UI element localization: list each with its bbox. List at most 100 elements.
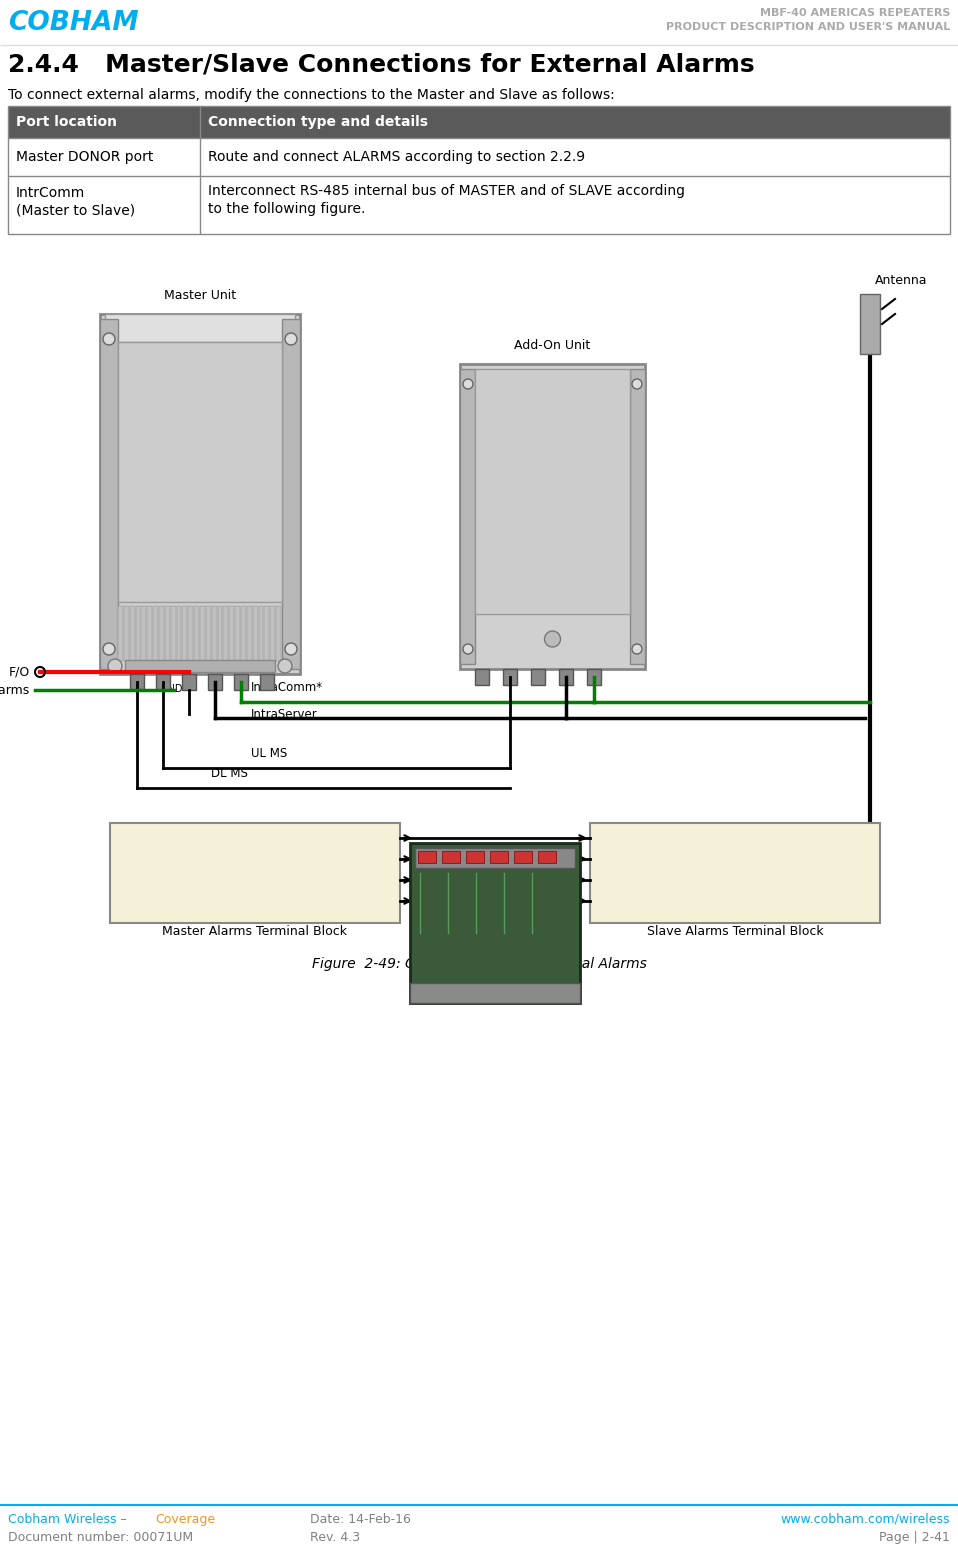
Circle shape: [463, 644, 473, 653]
Text: Coverage: Coverage: [155, 1513, 216, 1525]
Circle shape: [278, 660, 292, 674]
Bar: [171, 606, 175, 661]
Bar: [217, 606, 222, 661]
Bar: [270, 606, 275, 661]
Text: Add-On Unit: Add-On Unit: [514, 339, 591, 352]
Circle shape: [632, 378, 642, 389]
Bar: [176, 606, 181, 661]
Text: Cobham Wireless –: Cobham Wireless –: [8, 1513, 130, 1525]
Bar: [475, 669, 489, 685]
Bar: [189, 606, 194, 661]
Circle shape: [632, 644, 642, 653]
Bar: [587, 669, 601, 685]
Bar: [100, 314, 300, 674]
Bar: [125, 660, 275, 672]
Text: 18: 18: [602, 894, 617, 908]
Bar: [460, 369, 475, 664]
Circle shape: [103, 642, 115, 655]
Bar: [460, 364, 645, 669]
Bar: [475, 369, 630, 614]
Bar: [415, 849, 575, 867]
Text: RS-485 RX+: RS-485 RX+: [635, 852, 710, 866]
Text: GND: GND: [161, 685, 183, 694]
Text: RS-485 TX+: RS-485 TX+: [635, 894, 710, 908]
Bar: [124, 606, 128, 661]
Text: Rev. 4.3: Rev. 4.3: [310, 1532, 360, 1544]
Bar: [229, 606, 234, 661]
Bar: [182, 606, 187, 661]
Bar: [410, 983, 580, 1003]
Bar: [503, 669, 517, 685]
Text: Master Unit: Master Unit: [164, 289, 236, 302]
Text: F/O: F/O: [9, 666, 30, 678]
Bar: [8, 106, 950, 234]
Text: 16: 16: [140, 852, 155, 866]
Text: Page | 2-41: Page | 2-41: [879, 1532, 950, 1544]
Text: IntraServer: IntraServer: [251, 708, 318, 721]
Bar: [247, 606, 252, 661]
Circle shape: [285, 333, 297, 345]
Text: www.cobham.com/wireless: www.cobham.com/wireless: [781, 1513, 950, 1525]
Text: Figure  2-49: Connections WITH External Alarms: Figure 2-49: Connections WITH External A…: [311, 957, 647, 971]
Bar: [136, 606, 141, 661]
Bar: [860, 294, 880, 353]
Text: IntraComm*: IntraComm*: [251, 681, 323, 694]
Bar: [259, 606, 263, 661]
Circle shape: [463, 378, 473, 389]
Bar: [100, 319, 118, 669]
Text: RS-485 TX-: RS-485 TX-: [200, 874, 275, 886]
Bar: [418, 850, 436, 863]
Text: RS-485 RX+: RS-485 RX+: [200, 852, 275, 866]
Bar: [264, 606, 269, 661]
Bar: [514, 850, 532, 863]
Text: MBF-40 AMERICAS REPEATERS: MBF-40 AMERICAS REPEATERS: [760, 8, 950, 19]
Text: Document number: 00071UM: Document number: 00071UM: [8, 1532, 194, 1544]
Bar: [129, 606, 134, 661]
Text: RS-485 TX-: RS-485 TX-: [635, 874, 710, 886]
Bar: [156, 674, 170, 689]
Text: COBHAM: COBHAM: [8, 9, 139, 36]
Bar: [260, 674, 274, 689]
Bar: [208, 674, 222, 689]
Bar: [142, 606, 147, 661]
Bar: [165, 606, 170, 661]
Bar: [282, 319, 300, 669]
Circle shape: [103, 333, 115, 345]
Bar: [442, 850, 460, 863]
Bar: [118, 606, 123, 661]
Bar: [182, 674, 196, 689]
Text: UL MS: UL MS: [251, 747, 287, 760]
Text: Alarms: Alarms: [0, 683, 30, 697]
Text: Master DONOR port: Master DONOR port: [16, 150, 153, 164]
Bar: [148, 606, 152, 661]
Bar: [194, 606, 199, 661]
Text: Antenna: Antenna: [875, 274, 927, 288]
Text: Slave Alarms Terminal Block: Slave Alarms Terminal Block: [647, 925, 823, 938]
Text: RS-485 RX-: RS-485 RX-: [635, 832, 710, 844]
Text: PRODUCT DESCRIPTION AND USER'S MANUAL: PRODUCT DESCRIPTION AND USER'S MANUAL: [666, 22, 950, 31]
Bar: [276, 606, 281, 661]
Bar: [235, 606, 240, 661]
Text: 17: 17: [602, 874, 617, 886]
Text: RS-485 RX-: RS-485 RX-: [200, 832, 275, 844]
Text: 15: 15: [602, 832, 617, 844]
Bar: [159, 606, 164, 661]
Bar: [153, 606, 158, 661]
Bar: [590, 824, 880, 924]
Text: Date: 14-Feb-16: Date: 14-Feb-16: [310, 1513, 411, 1525]
Text: *: *: [122, 832, 129, 844]
Text: 17: 17: [140, 874, 155, 886]
Text: Interconnect RS-485 internal bus of MASTER and of SLAVE according: Interconnect RS-485 internal bus of MAST…: [208, 184, 685, 199]
Bar: [234, 674, 248, 689]
Text: 18: 18: [140, 894, 155, 908]
Text: Master Alarms Terminal Block: Master Alarms Terminal Block: [163, 925, 348, 938]
Text: 16: 16: [602, 852, 617, 866]
Bar: [118, 342, 282, 602]
Bar: [490, 850, 508, 863]
Text: RS-485 TX+: RS-485 TX+: [200, 894, 275, 908]
Bar: [8, 106, 950, 138]
Circle shape: [544, 631, 560, 647]
Text: DL MS: DL MS: [211, 767, 248, 780]
Bar: [538, 850, 556, 863]
Bar: [531, 669, 545, 685]
